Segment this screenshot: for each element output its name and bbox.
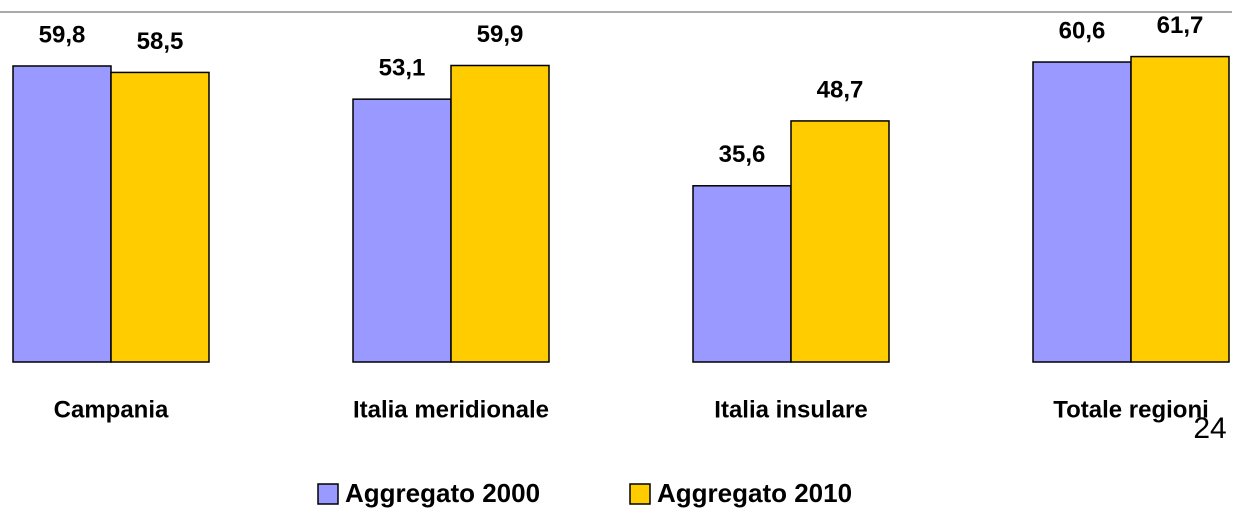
bar [450,64,550,363]
value-label: 59,8 [39,21,86,48]
value-label: 60,6 [1059,17,1106,44]
value-label: 61,7 [1157,12,1204,39]
legend-swatch [317,483,339,505]
bar [692,185,792,363]
bar [790,120,890,363]
value-label: 58,5 [137,28,184,55]
bar [12,65,112,363]
bar [1032,61,1132,363]
legend-label: Aggregato 2010 [657,478,852,508]
page-number: 24 [1193,412,1226,445]
x-tick-label: Campania [54,396,169,423]
legend-swatch [629,483,651,505]
x-tick-label: Totale regioni [1053,396,1209,423]
value-label: 53,1 [379,54,426,81]
x-tick-label: Italia meridionale [353,396,549,423]
bar [1130,55,1230,363]
bar [110,71,210,363]
x-tick-label: Italia insulare [714,396,867,423]
bar [352,98,452,363]
legend-label: Aggregato 2000 [345,478,540,508]
value-label: 48,7 [817,76,864,103]
value-label: 59,9 [477,21,524,48]
value-label: 35,6 [719,141,766,168]
